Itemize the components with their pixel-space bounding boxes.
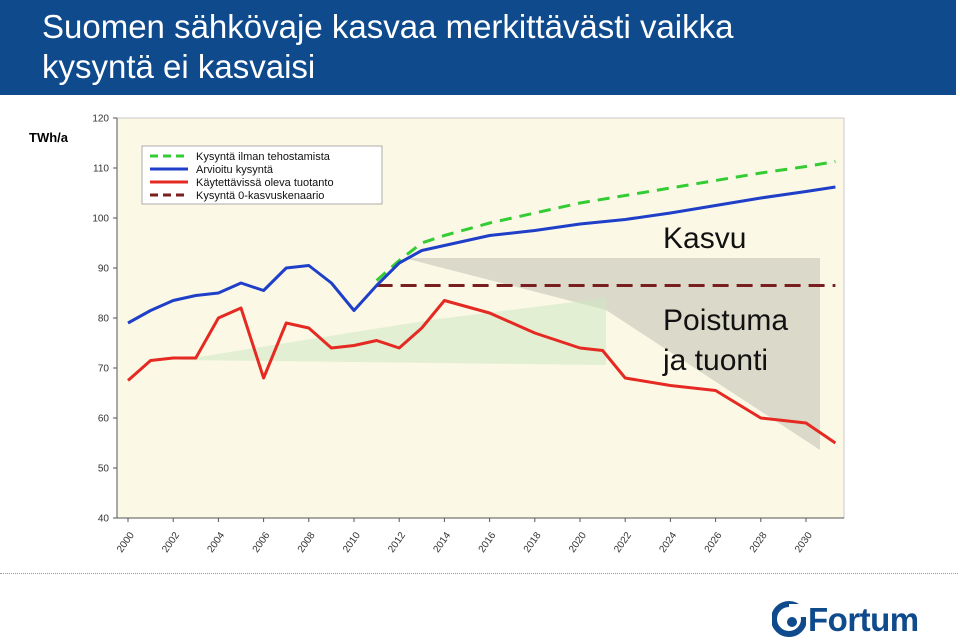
x-tick-label: 2000	[115, 530, 137, 555]
x-tick-label: 2012	[386, 530, 408, 555]
y-tick-label: 50	[98, 464, 110, 475]
kasvu-annotation: Kasvu	[663, 222, 746, 255]
x-tick-label: 2016	[477, 530, 499, 555]
y-axis-unit-label: TWh/a	[29, 130, 68, 145]
legend-label: Kysyntä 0-kasvuskenaario	[196, 190, 324, 202]
y-tick-label: 90	[98, 264, 110, 275]
poistuma-annotation-line-2: ja tuonti	[662, 344, 768, 377]
y-tick-label: 120	[92, 114, 109, 125]
production-shaded-area	[180, 298, 606, 365]
x-tick-label: 2024	[657, 530, 679, 555]
fortum-logo: Fortum	[771, 600, 932, 640]
series-line	[127, 299, 837, 445]
x-tick-label: 2022	[612, 530, 634, 555]
y-tick-label: 60	[98, 414, 110, 425]
series-layer	[127, 160, 837, 445]
series-line	[127, 185, 836, 325]
x-ticks: 2000 2002 2004 2006 2008 2010 2012 2014 2016 2018…	[115, 518, 815, 555]
title-bar: Suomen sähkövaje kasvaa merkittävästi va…	[0, 0, 956, 95]
fortum-logo-text: Fortum	[808, 601, 919, 638]
legend-label: Käytettävissä oleva tuotanto	[196, 177, 334, 189]
page-title-line-1: Suomen sähkövaje kasvaa merkittävästi va…	[42, 8, 734, 45]
growth-shaded-area	[404, 258, 820, 450]
x-tick-label: 2008	[296, 530, 318, 555]
legend-label: Arvioitu kysyntä	[196, 164, 274, 176]
x-tick-label: 2004	[205, 530, 227, 555]
y-tick-label: 80	[98, 314, 110, 325]
footer-divider	[0, 573, 958, 574]
x-tick-label: 2020	[567, 530, 589, 555]
page-title-line-2: kysyntä ei kasvaisi	[42, 48, 316, 85]
legend-label: Kysyntä ilman tehostamista	[196, 151, 331, 163]
x-tick-label: 2026	[703, 530, 725, 555]
x-tick-label: 2030	[793, 530, 815, 555]
x-tick-label: 2006	[251, 530, 273, 555]
y-tick-label: 110	[93, 164, 109, 175]
y-ticks: 40 50 60 70 80 90 100 110 120	[92, 114, 117, 525]
x-tick-label: 2010	[341, 530, 363, 555]
series-line	[375, 160, 836, 282]
fortum-logo-icon	[771, 601, 807, 637]
y-tick-label: 100	[92, 214, 109, 225]
x-tick-label: 2014	[431, 530, 453, 555]
y-tick-label: 40	[98, 514, 110, 525]
y-tick-label: 70	[98, 364, 110, 375]
x-tick-label: 2018	[522, 530, 544, 555]
x-tick-label: 2028	[748, 530, 770, 555]
poistuma-annotation-line-1: Poistuma	[663, 304, 788, 337]
x-tick-label: 2002	[160, 530, 182, 555]
